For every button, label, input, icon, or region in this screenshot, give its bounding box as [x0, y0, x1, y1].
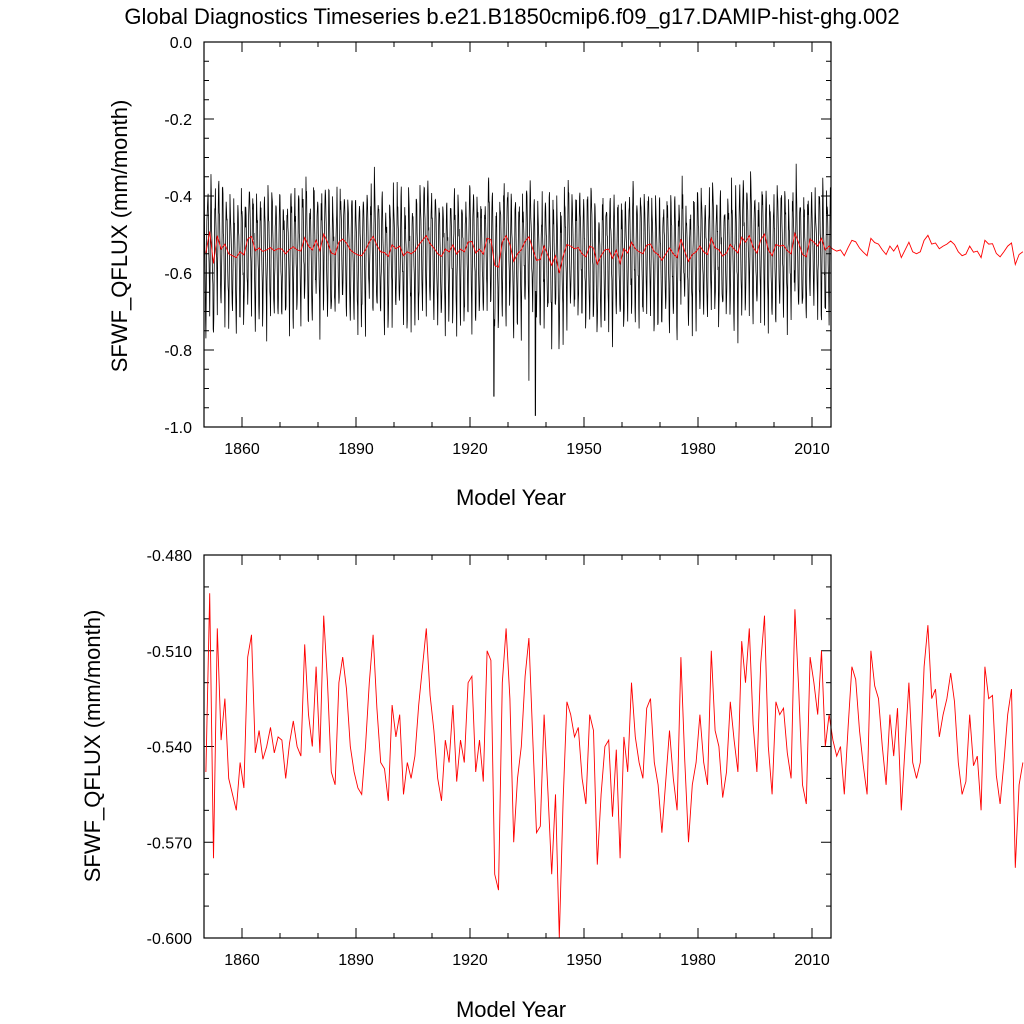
x-tick-label: 1860	[224, 952, 260, 969]
top-y-axis-label: SFWF_QFLUX (mm/month)	[107, 100, 132, 373]
y-tick-label: -0.480	[147, 548, 192, 565]
x-tick-label: 1980	[680, 952, 716, 969]
top-tick-labels: 1860 1890 1920 1950 1980 2010 0.0 -0.2 -0.4 -0.6 -…	[164, 35, 829, 458]
x-tick-label: 1950	[566, 952, 602, 969]
y-tick-label: 0.0	[170, 35, 192, 52]
x-tick-label: 2010	[794, 441, 830, 458]
y-tick-label: -0.6	[164, 266, 192, 283]
y-tick-label: -1.0	[164, 420, 192, 437]
y-tick-label: -0.4	[164, 189, 192, 206]
y-tick-label: -0.2	[164, 112, 192, 129]
x-tick-label: 1980	[680, 441, 716, 458]
x-tick-label: 1860	[224, 441, 260, 458]
y-tick-label: -0.570	[147, 835, 192, 852]
y-tick-label: -0.8	[164, 343, 192, 360]
top-plot-frame	[203, 41, 832, 428]
bottom-plot-frame	[203, 554, 832, 939]
x-tick-label: 1890	[338, 441, 374, 458]
y-tick-label: -0.540	[147, 740, 192, 757]
x-tick-label: 1890	[338, 952, 374, 969]
monthly-series-line	[203, 49, 832, 416]
bottom-y-axis-label: SFWF_QFLUX (mm/month)	[80, 610, 105, 883]
bottom-x-axis-label: Model Year	[456, 997, 566, 1022]
top-x-axis-label: Model Year	[456, 485, 566, 510]
bottom-tick-labels: 1860 1890 1920 1950 1980 2010 -0.480 -0.510 -0.5…	[147, 548, 830, 969]
annual-mean-line-zoom	[205, 593, 1024, 939]
annual-mean-line	[205, 231, 1024, 274]
bottom-ticks	[203, 554, 831, 939]
top-panel: 1860 1890 1920 1950 1980 2010 0.0 -0.2 -0.4 -0.6 -…	[107, 35, 1024, 510]
bottom-panel: 1860 1890 1920 1950 1980 2010 -0.480 -0.510 -0.5…	[80, 548, 1024, 1022]
x-tick-label: 2010	[794, 952, 830, 969]
x-tick-label: 1920	[452, 952, 488, 969]
figure-title: Global Diagnostics Timeseries b.e21.B185…	[124, 4, 899, 29]
y-tick-label: -0.600	[147, 931, 192, 948]
x-tick-label: 1950	[566, 441, 602, 458]
x-tick-label: 1920	[452, 441, 488, 458]
y-tick-label: -0.510	[147, 644, 192, 661]
